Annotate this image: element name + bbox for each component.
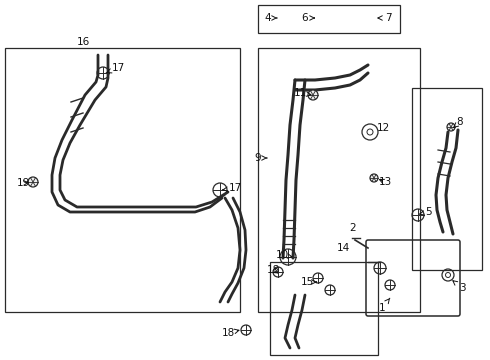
- Text: 7: 7: [378, 13, 392, 23]
- Bar: [258, 5, 400, 33]
- Bar: [258, 48, 420, 312]
- Text: 15: 15: [300, 277, 317, 287]
- Text: 16: 16: [76, 37, 90, 47]
- Bar: [412, 88, 482, 270]
- Text: 13: 13: [378, 177, 392, 187]
- Text: 10: 10: [275, 250, 292, 260]
- Circle shape: [28, 177, 38, 187]
- Text: 9: 9: [255, 153, 267, 163]
- Text: 14: 14: [336, 243, 350, 253]
- Text: 4: 4: [265, 13, 277, 23]
- Circle shape: [370, 174, 378, 182]
- Text: 18: 18: [267, 265, 280, 275]
- Text: 17: 17: [222, 183, 242, 193]
- Text: 17: 17: [106, 63, 124, 73]
- Text: 12: 12: [376, 123, 390, 133]
- Bar: [5, 48, 240, 312]
- Text: 18: 18: [221, 328, 239, 338]
- Circle shape: [447, 123, 455, 131]
- Text: 6: 6: [302, 13, 314, 23]
- Text: 2: 2: [350, 223, 356, 233]
- Text: 5: 5: [419, 207, 431, 217]
- Text: 8: 8: [454, 117, 464, 127]
- Text: 11: 11: [294, 88, 311, 98]
- Bar: [270, 262, 378, 355]
- Circle shape: [308, 90, 318, 100]
- Text: 3: 3: [453, 281, 466, 293]
- Text: 1: 1: [379, 298, 390, 313]
- Text: 19: 19: [16, 178, 29, 188]
